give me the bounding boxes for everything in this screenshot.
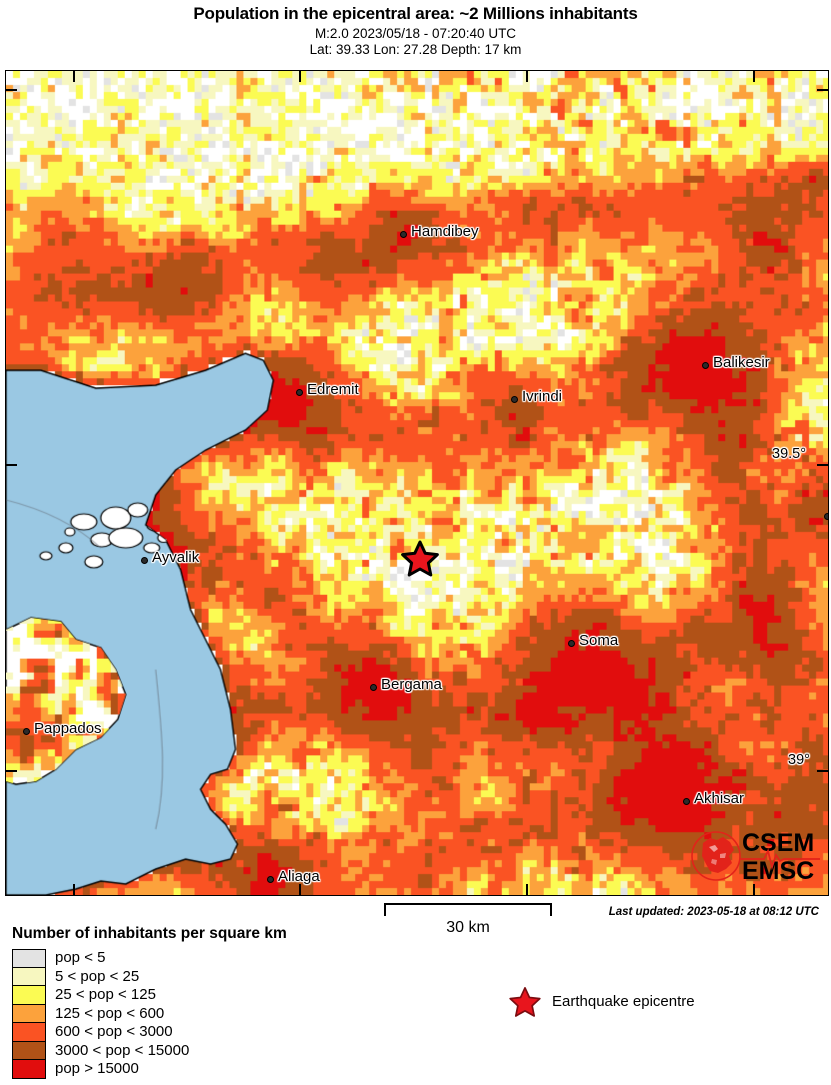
scale-bar: 30 km [384, 903, 552, 943]
city-dot [141, 557, 148, 564]
legend-swatch [12, 967, 46, 986]
frame-tick [6, 89, 17, 91]
legend-label: 5 < pop < 25 [55, 967, 140, 985]
scale-bar-label: 30 km [446, 919, 490, 936]
frame-tick [753, 884, 755, 895]
city-dot [267, 876, 274, 883]
legend-swatch [12, 949, 46, 968]
legend-row: 600 < pop < 3000 [12, 1023, 412, 1042]
legend-label: pop > 15000 [55, 1060, 139, 1077]
frame-tick [73, 71, 75, 82]
city-dot [568, 640, 575, 647]
legend-swatch [12, 1023, 46, 1042]
city-dot [370, 684, 377, 691]
scale-bar-line [384, 903, 552, 905]
star-icon [401, 540, 439, 577]
star-icon [509, 987, 541, 1017]
legend-swatch [12, 1041, 46, 1060]
city-label: Bergama [381, 676, 442, 693]
legend-row: 3000 < pop < 15000 [12, 1041, 412, 1060]
legend-row: 125 < pop < 600 [12, 1004, 412, 1023]
population-density-raster [6, 71, 828, 895]
city-label: Pappados [34, 720, 102, 737]
csem-emsc-logo: CSEM EMSC [690, 823, 822, 889]
frame-tick [817, 464, 828, 466]
legend-swatch [12, 1004, 46, 1023]
epicentre-legend-key: Earthquake epicentre [508, 985, 695, 1018]
frame-tick [817, 770, 828, 772]
frame-tick [6, 464, 17, 466]
scale-bar-cap-right [550, 903, 552, 916]
latitude-label: 39.5° [772, 446, 807, 462]
scale-bar-cap-left [384, 903, 386, 916]
legend: Number of inhabitants per square km pop … [12, 925, 412, 1079]
city-dot [511, 396, 518, 403]
legend-label: 125 < pop < 600 [55, 1004, 165, 1022]
city-dot [400, 231, 407, 238]
frame-tick [817, 89, 828, 91]
city-label: Balikesir [713, 354, 770, 371]
legend-swatch [12, 1060, 46, 1079]
city-dot [702, 362, 709, 369]
city-dot [23, 728, 30, 735]
legend-row: pop > 15000 [12, 1060, 412, 1079]
legend-label: pop < 5 [55, 949, 106, 966]
latitude-label: 39° [788, 752, 810, 768]
frame-tick [526, 71, 528, 82]
frame-tick [299, 71, 301, 82]
legend-row: 5 < pop < 25 [12, 967, 412, 986]
last-updated-text: Last updated: 2023-05-18 at 08:12 UTC [608, 906, 819, 918]
legend-label: 25 < pop < 125 [55, 986, 156, 1003]
city-label: Hamdibey [411, 223, 479, 240]
legend-row: 25 < pop < 125 [12, 986, 412, 1005]
legend-title: Number of inhabitants per square km [12, 925, 287, 942]
page-title: Population in the epicentral area: ~2 Mi… [193, 4, 638, 23]
city-label: Soma [579, 632, 619, 649]
city-label: Ivrindi [522, 388, 563, 405]
epicentre-legend-label: Earthquake epicentre [552, 993, 695, 1010]
city-label: Edremit [307, 381, 359, 398]
legend-label: 3000 < pop < 15000 [55, 1041, 190, 1059]
frame-tick [526, 884, 528, 895]
city-label: Aliaga [278, 868, 320, 885]
header: Population in the epicentral area: ~2 Mi… [0, 0, 831, 68]
logo-icon: CSEM EMSC [691, 829, 820, 885]
event-magnitude-time: M:2.0 2023/05/18 - 07:20:40 UTC [314, 26, 517, 41]
legend-swatch [12, 986, 46, 1005]
svg-text:CSEM: CSEM [742, 829, 814, 857]
event-location-depth: Lat: 39.33 Lon: 27.28 Depth: 17 km [309, 42, 522, 57]
svg-text:EMSC: EMSC [742, 857, 814, 885]
legend-label: 600 < pop < 3000 [55, 1023, 173, 1040]
frame-tick [73, 884, 75, 895]
city-dot [824, 513, 828, 520]
city-label: Akhisar [694, 790, 745, 807]
frame-tick [753, 71, 755, 82]
city-dot [683, 798, 690, 805]
frame-tick [299, 884, 301, 895]
map-frame[interactable]: Hamdibey Edremit Ivrindi Balikesir Ayvalik So… [5, 70, 829, 896]
city-label: Ayvalik [152, 549, 200, 566]
frame-tick [6, 770, 17, 772]
legend-row: pop < 5 [12, 949, 412, 968]
city-dot [296, 389, 303, 396]
